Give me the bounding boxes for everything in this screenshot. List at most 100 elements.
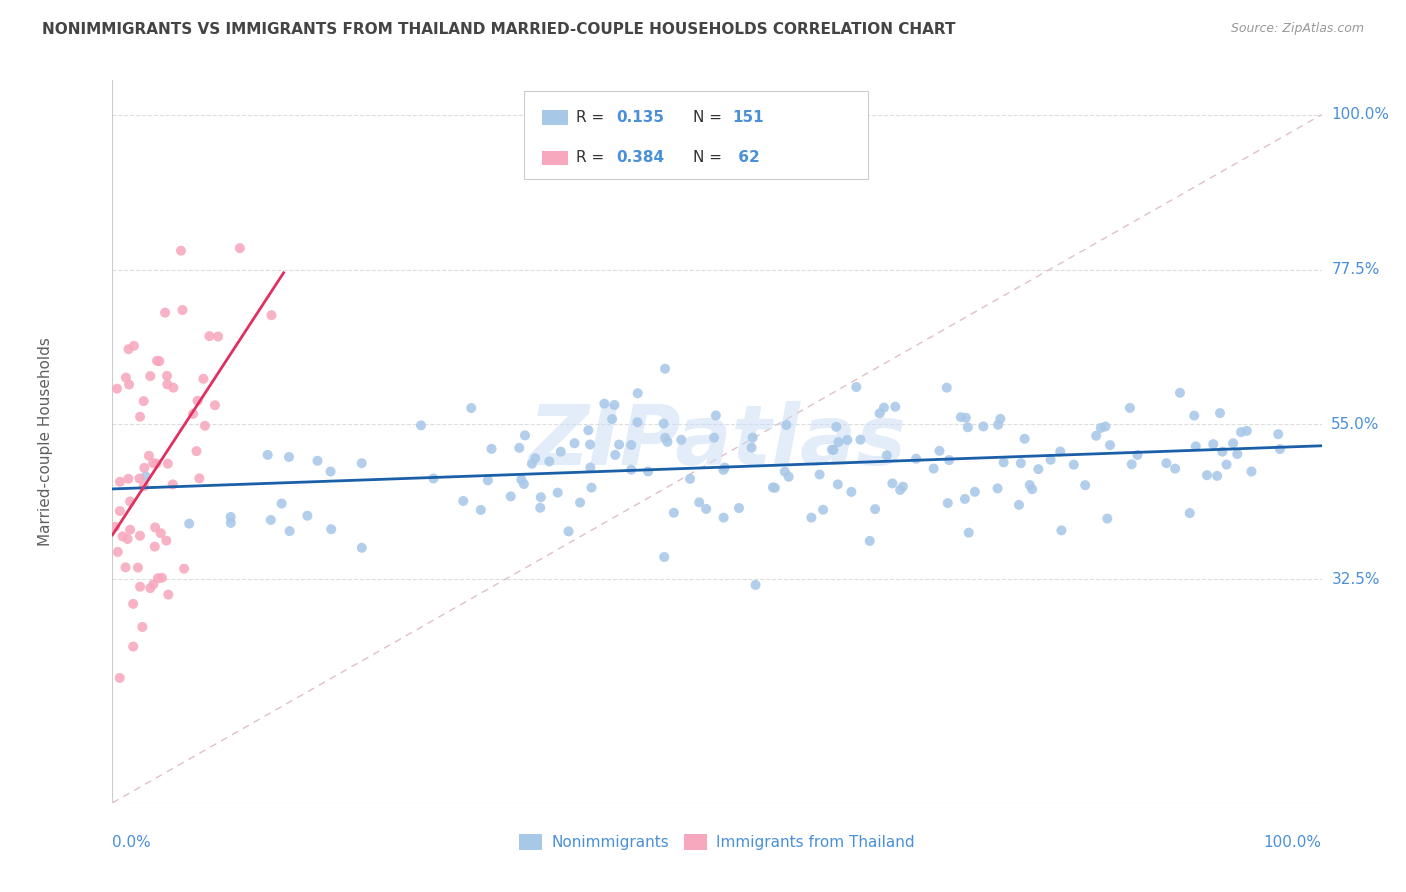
Point [938,453,960,467]
Point [620,438,643,452]
Text: R =: R = [575,110,609,125]
Text: 0.384: 0.384 [617,151,665,165]
Point [882,476,904,491]
Point [744,578,766,592]
Point [859,533,882,548]
Point [118,377,141,392]
Point [569,495,592,509]
Point [775,417,797,432]
Point [307,454,329,468]
Point [1008,498,1031,512]
Point [128,472,150,486]
Point [987,417,1010,432]
Point [529,500,551,515]
Point [679,472,702,486]
Point [1039,452,1062,467]
Text: 77.5%: 77.5% [1331,262,1379,277]
Point [1074,478,1097,492]
Point [181,407,204,421]
Point [627,386,650,401]
Text: 0.135: 0.135 [617,110,665,125]
Point [652,549,675,564]
Point [513,477,536,491]
Text: 0.0%: 0.0% [112,835,152,850]
Text: Married-couple Households: Married-couple Households [38,337,53,546]
Point [1094,419,1116,434]
Point [839,484,862,499]
Point [869,406,891,420]
Point [703,431,725,445]
Point [132,394,155,409]
Point [1028,462,1050,476]
Point [143,520,166,534]
Point [1230,425,1253,439]
Point [1063,458,1085,472]
Point [422,471,444,485]
Point [122,640,145,654]
Point [972,419,994,434]
Point [891,480,914,494]
Point [1222,436,1244,450]
Point [873,401,896,415]
Point [409,418,432,433]
Point [778,469,800,483]
Point [1267,427,1289,442]
Text: 100.0%: 100.0% [1264,835,1322,850]
Point [741,441,763,455]
Point [143,540,166,554]
Point [1195,468,1218,483]
Point [470,503,492,517]
Point [986,482,1008,496]
Point [605,448,627,462]
Text: Source: ZipAtlas.com: Source: ZipAtlas.com [1230,22,1364,36]
Point [150,571,173,585]
Point [1206,469,1229,483]
Point [713,460,735,475]
Text: R =: R = [575,151,609,165]
Point [120,523,142,537]
Point [955,410,977,425]
Point [695,502,717,516]
Point [581,481,603,495]
Point [762,480,785,494]
Point [513,428,536,442]
Point [134,460,156,475]
Point [187,393,209,408]
Point [142,577,165,591]
Point [557,524,579,539]
Point [142,456,165,470]
Point [579,437,602,451]
Point [297,508,319,523]
Point [1164,461,1187,475]
Point [741,431,763,445]
Point [550,444,572,458]
Point [127,560,149,574]
Point [117,532,139,546]
Point [849,433,872,447]
Point [156,457,179,471]
Point [1240,465,1263,479]
Text: ZIPatlas: ZIPatlas [529,401,905,482]
Point [654,431,676,445]
Point [1268,442,1291,456]
Point [825,420,848,434]
Point [1184,439,1206,453]
Point [993,455,1015,469]
Point [131,620,153,634]
Point [1236,424,1258,438]
Point [156,377,179,392]
Point [524,451,547,466]
Point [319,465,342,479]
Point [662,506,685,520]
Point [115,370,138,384]
Point [538,454,561,468]
Point [129,409,152,424]
Point [1156,456,1178,470]
Point [607,437,630,451]
Point [149,526,172,541]
Point [129,580,152,594]
Text: 151: 151 [733,110,765,125]
Point [1209,406,1232,420]
Point [593,396,616,410]
Point [138,449,160,463]
